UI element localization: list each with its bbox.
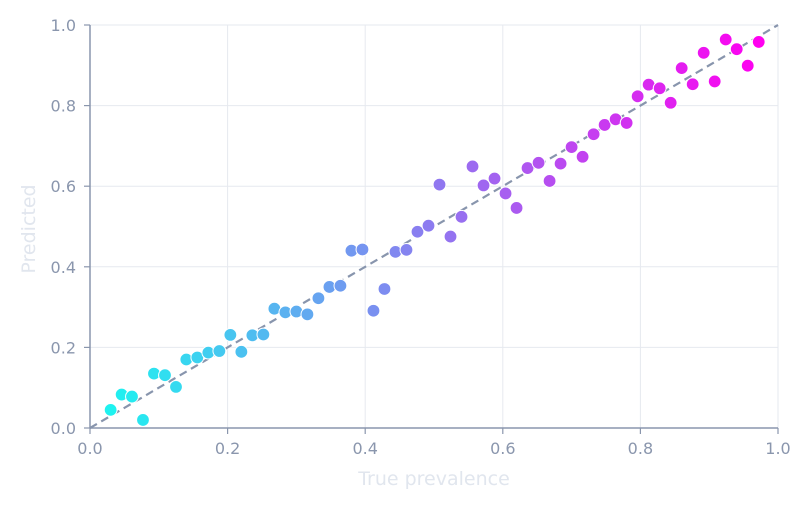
y-tick-label: 0.6 — [51, 177, 76, 196]
data-point — [542, 174, 557, 188]
data-point — [586, 127, 601, 142]
x-tick-label: 0.2 — [215, 439, 240, 458]
x-tick-label: 0.4 — [352, 439, 377, 458]
ticks: 0.0 0.2 0.4 0.6 0.8 1.0 0.0 0.2 0.4 0.6 0.8 1.0 — [51, 16, 791, 458]
y-tick-label: 0.0 — [51, 419, 76, 438]
data-point — [718, 32, 733, 47]
data-point — [421, 218, 436, 233]
data-point — [333, 278, 348, 293]
data-point — [575, 149, 590, 164]
data-point — [212, 344, 227, 358]
data-point — [377, 282, 392, 296]
data-point — [674, 61, 689, 76]
data-point — [103, 402, 118, 417]
data-point — [630, 89, 645, 104]
data-point — [509, 201, 524, 215]
data-point — [652, 81, 667, 96]
data-point — [399, 242, 414, 257]
data-point — [597, 118, 612, 132]
data-point — [696, 45, 711, 60]
data-point — [125, 389, 139, 404]
data-point — [498, 186, 513, 201]
data-point — [465, 159, 480, 174]
data-points — [103, 32, 766, 427]
y-axis-title: Predicted — [18, 184, 40, 273]
data-point — [487, 171, 502, 186]
data-point — [443, 229, 458, 244]
data-point — [136, 413, 150, 427]
data-point — [553, 156, 568, 171]
data-point — [223, 328, 238, 342]
data-point — [707, 74, 722, 89]
data-point — [311, 291, 326, 306]
data-point — [169, 379, 183, 394]
axes — [89, 25, 778, 429]
data-point — [751, 35, 766, 49]
data-point — [256, 327, 271, 342]
data-point — [158, 368, 172, 383]
data-point — [740, 58, 755, 73]
x-tick-label: 1.0 — [765, 439, 790, 458]
data-point — [366, 303, 381, 318]
data-point — [531, 155, 546, 170]
data-point — [454, 209, 469, 224]
data-point — [476, 178, 491, 193]
data-point — [619, 116, 634, 130]
y-tick-label: 0.8 — [51, 97, 76, 116]
data-point — [685, 77, 700, 92]
data-point — [564, 140, 579, 155]
data-point — [300, 307, 315, 322]
data-point — [234, 344, 249, 359]
data-point — [410, 224, 425, 239]
data-point — [432, 177, 447, 192]
data-point — [355, 242, 370, 257]
y-tick-label: 0.4 — [51, 258, 76, 277]
data-point — [729, 42, 744, 57]
y-tick-label: 0.2 — [51, 338, 76, 357]
data-point — [520, 161, 535, 175]
x-tick-label: 0.6 — [490, 439, 515, 458]
data-point — [663, 95, 678, 110]
x-tick-label: 0.8 — [628, 439, 653, 458]
y-tick-label: 1.0 — [51, 16, 76, 35]
x-axis-title: True prevalence — [357, 468, 510, 490]
x-tick-label: 0.0 — [77, 439, 102, 458]
